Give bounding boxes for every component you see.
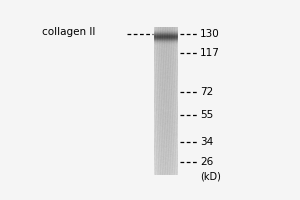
Text: collagen II: collagen II <box>42 27 95 37</box>
Text: 130: 130 <box>200 29 220 39</box>
Text: (kD): (kD) <box>200 171 221 181</box>
Text: 72: 72 <box>200 87 214 97</box>
Text: 34: 34 <box>200 137 214 147</box>
Text: 117: 117 <box>200 48 220 58</box>
Text: 55: 55 <box>200 110 214 120</box>
Text: 26: 26 <box>200 157 214 167</box>
